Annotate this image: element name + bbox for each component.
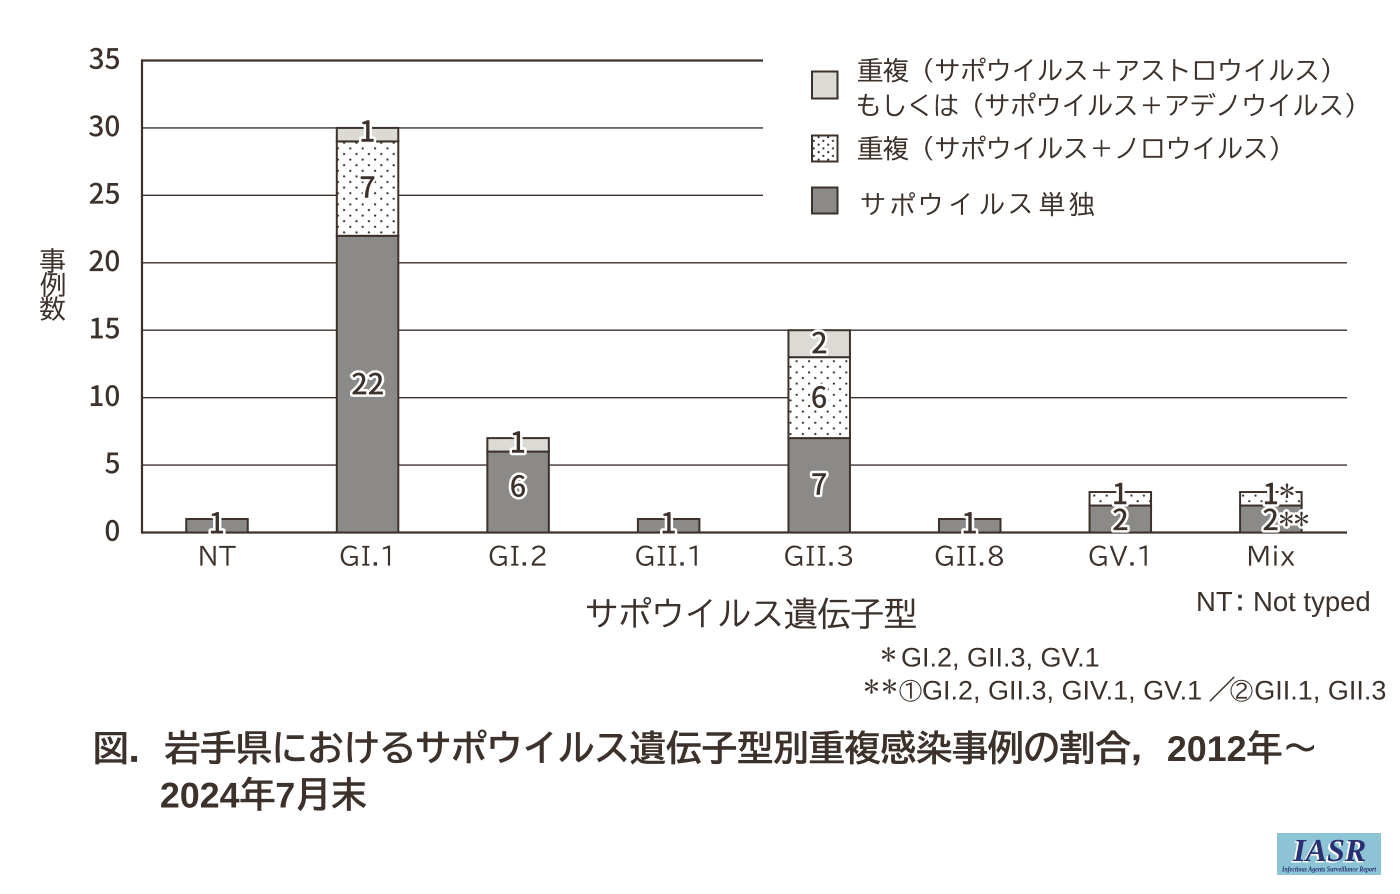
svg-text:NT: NT (1196, 586, 1233, 617)
svg-text:Infectious Agents Surveillance: Infectious Agents Surveillance Report (1281, 865, 1377, 874)
svg-text:GI.2, GII.3, GV.1: GI.2, GII.3, GV.1 (901, 643, 1100, 673)
svg-text:GI.2, GII.3, GIV.1, GV.1: GI.2, GII.3, GIV.1, GV.1 (922, 676, 1202, 706)
svg-text:GII.1, GII.3: GII.1, GII.3 (1254, 676, 1386, 706)
svg-text:Not typed: Not typed (1253, 586, 1371, 617)
